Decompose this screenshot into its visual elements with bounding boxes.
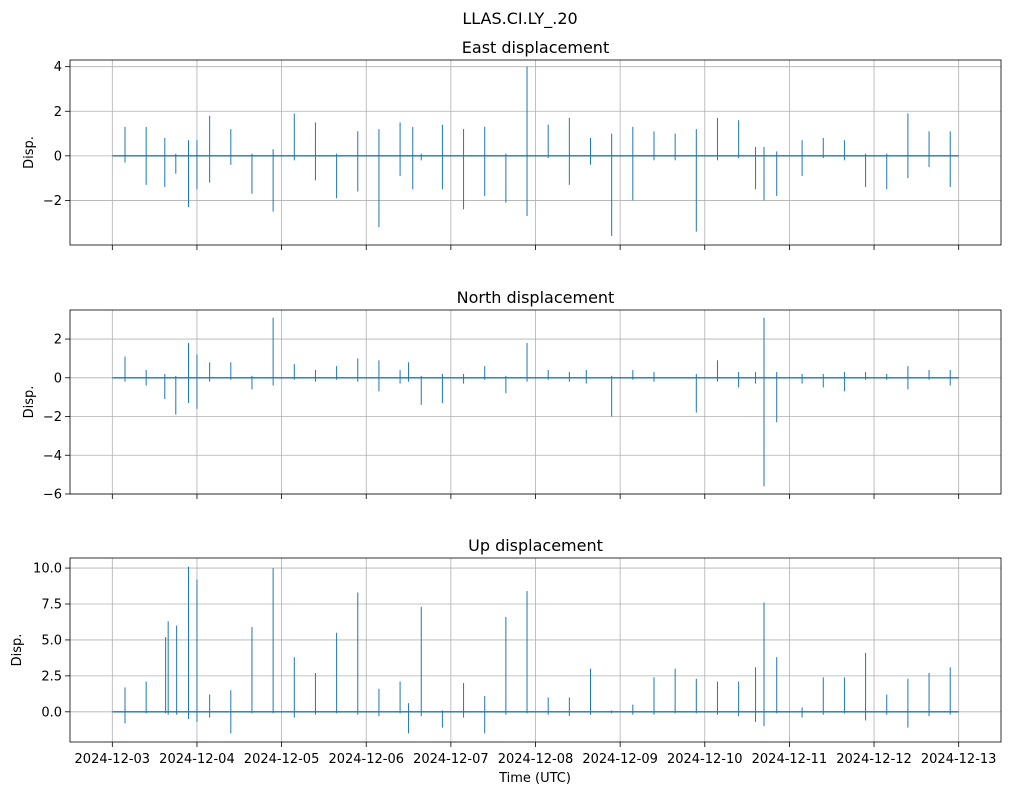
subplot-3: 2024-12-03 2024-12-04 2024-12-05 2024-12-06… bbox=[10, 536, 1002, 767]
x-tick-label: 2024-12-10 bbox=[667, 752, 743, 767]
y-axis-label: Disp. bbox=[22, 386, 37, 419]
x-tick-label: 2024-12-11 bbox=[752, 752, 828, 767]
plot-frame bbox=[69, 309, 1002, 495]
x-tick-label: 2024-12-13 bbox=[921, 752, 997, 767]
subplot-title: North displacement bbox=[457, 288, 615, 307]
x-tick-label: 2024-12-05 bbox=[244, 752, 320, 767]
y-tick-label: 2.5 bbox=[41, 669, 62, 684]
x-tick-label: 2024-12-08 bbox=[498, 752, 574, 767]
y-tick-label: 10.0 bbox=[33, 562, 62, 577]
y-tick-label: 2 bbox=[54, 333, 62, 348]
x-tick-label: 2024-12-12 bbox=[836, 752, 912, 767]
x-tick-label: 2024-12-09 bbox=[582, 752, 658, 767]
y-tick-label: −2 bbox=[43, 194, 62, 209]
subplot-2: −6 −4 −2 0 2 North displacement Disp. bbox=[22, 288, 1002, 503]
x-axis-label: Time (UTC) bbox=[498, 771, 571, 786]
y-tick-label: −4 bbox=[43, 449, 62, 464]
x-tick-label: 2024-12-04 bbox=[159, 752, 235, 767]
y-tick-label: 0 bbox=[54, 371, 62, 386]
y-tick-label: 5.0 bbox=[41, 633, 62, 648]
y-tick-label: −2 bbox=[43, 410, 62, 425]
subplots: −2 0 2 4 East displacement Disp. −6 −4 −2 0 2 North… bbox=[10, 38, 1002, 767]
y-tick-label: 2 bbox=[54, 105, 62, 120]
subplot-title: Up displacement bbox=[468, 536, 603, 555]
x-tick-label: 2024-12-03 bbox=[75, 752, 151, 767]
y-tick-label: −6 bbox=[43, 488, 62, 503]
x-tick-label: 2024-12-06 bbox=[328, 752, 404, 767]
y-tick-label: 0.0 bbox=[41, 705, 62, 720]
plot-frame bbox=[69, 557, 1002, 743]
x-tick-label: 2024-12-07 bbox=[413, 752, 489, 767]
y-axis-label: Disp. bbox=[10, 634, 25, 667]
plot-frame bbox=[69, 59, 1002, 246]
subplot-title: East displacement bbox=[462, 38, 609, 57]
y-axis-label: Disp. bbox=[22, 136, 37, 169]
figure-suptitle: LLAS.CI.LY_.20 bbox=[462, 9, 577, 29]
y-tick-label: 0 bbox=[54, 149, 62, 164]
y-tick-label: 7.5 bbox=[41, 598, 62, 613]
y-tick-label: 4 bbox=[54, 60, 62, 75]
subplot-1: −2 0 2 4 East displacement Disp. bbox=[22, 38, 1002, 250]
